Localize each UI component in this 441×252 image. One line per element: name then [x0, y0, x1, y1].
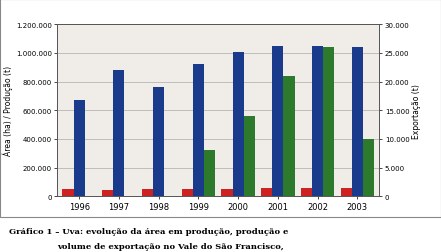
Bar	[113, 71, 124, 197]
Bar	[312, 47, 323, 197]
Text: volume de exportação no Vale do São Francisco,: volume de exportação no Vale do São Fran…	[57, 242, 284, 250]
Bar	[323, 48, 334, 197]
Bar	[232, 52, 244, 197]
Bar	[63, 190, 74, 197]
Bar	[102, 190, 113, 197]
Bar	[261, 189, 273, 197]
Bar	[193, 65, 204, 197]
Bar	[153, 88, 164, 197]
Bar	[273, 47, 284, 197]
Bar	[221, 190, 232, 197]
Bar	[284, 77, 295, 197]
Text: Gráfico 1 – Uva: evolução da área em produção, produção e: Gráfico 1 – Uva: evolução da área em pro…	[9, 227, 288, 235]
Bar	[74, 101, 85, 197]
Y-axis label: Área (ha) / Produção (t): Área (ha) / Produção (t)	[3, 66, 13, 156]
Bar	[363, 139, 374, 197]
Bar	[352, 48, 363, 197]
Bar	[142, 190, 153, 197]
Bar	[182, 190, 193, 197]
Bar	[341, 188, 352, 197]
Y-axis label: Exportação (t): Exportação (t)	[412, 84, 421, 138]
Bar	[301, 189, 312, 197]
Bar	[204, 151, 215, 197]
Bar	[244, 117, 255, 197]
